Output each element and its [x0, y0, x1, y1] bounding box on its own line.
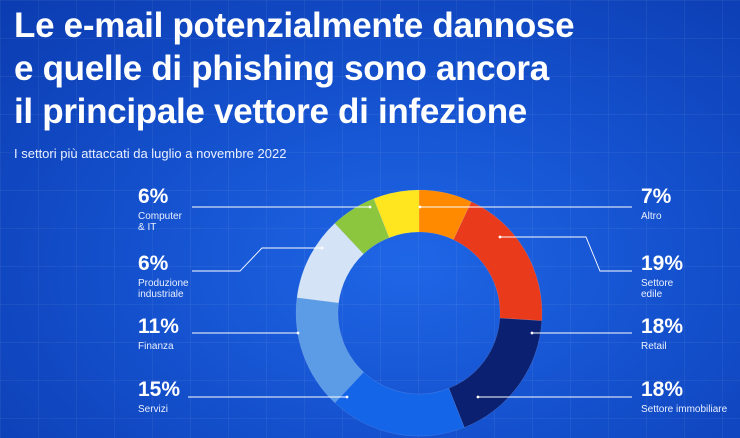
slice-category-label: Retail — [641, 341, 683, 352]
slice-name-line: Finanza — [138, 341, 174, 352]
donut-slice-settore-immobiliare — [334, 371, 465, 437]
slice-name-line: Altro — [641, 211, 662, 222]
donut-slice-retail — [448, 317, 543, 428]
donut-slice-settore-edile — [453, 201, 543, 322]
leader-lines — [188, 205, 632, 399]
slice-label-altro: 7% Altro — [641, 185, 672, 223]
title-line-2: e quelle di phishing sono ancora — [14, 49, 549, 88]
leader-dot-produzione-industriale — [320, 246, 324, 250]
slice-value-label: 11% — [138, 315, 179, 338]
slice-value-label: 18% — [641, 378, 684, 401]
slice-name-line: Settore immobiliare — [641, 404, 728, 415]
slice-category-label: Computer & IT — [138, 211, 182, 233]
slice-category-label: Altro — [641, 211, 671, 222]
slice-category-label: Finanza — [138, 341, 179, 352]
title-line-1: Le e-mail potenzialmente dannose — [14, 6, 575, 45]
title-line-3: il principale vettore di infezione — [14, 92, 527, 131]
slice-name-line: Computer — [138, 211, 182, 222]
slice-value-label: 6% — [138, 185, 169, 208]
slice-value-label: 19% — [641, 252, 684, 275]
leader-line-settore-edile — [500, 236, 632, 272]
slice-name-line: Servizi — [138, 404, 169, 415]
slice-value-label: 6% — [138, 252, 169, 275]
slice-name-line: Produzione — [138, 278, 189, 289]
slice-name-line: Settore — [641, 278, 674, 289]
slice-label-produzione-industriale: 6% Produzione industriale — [138, 252, 189, 301]
slice-label-settore-immobiliare: 18% Settore immobiliare — [641, 378, 727, 416]
slice-label-finanza: 11% Finanza — [138, 315, 179, 353]
slice-name-line: industriale — [138, 289, 184, 300]
slice-name-line: edile — [641, 289, 663, 300]
slice-category-label: Servizi — [138, 404, 180, 415]
slice-label-servizi: 15% Servizi — [138, 378, 181, 416]
leader-dot-settore-immobiliare — [476, 395, 480, 399]
leader-dot-finanza — [296, 331, 300, 335]
leader-dot-settore-edile — [498, 235, 502, 239]
slice-category-label: Settore edile — [641, 278, 683, 300]
chart-subtitle: I settori più attaccati da luglio a nove… — [14, 146, 287, 161]
donut-slice-computer-it — [373, 189, 420, 239]
slice-name-line: Retail — [641, 341, 667, 352]
leader-dot-retail — [530, 331, 534, 335]
slice-value-label: 7% — [641, 185, 672, 208]
page-title: Le e-mail potenzialmente dannose e quell… — [14, 4, 734, 133]
donut-slices — [295, 189, 543, 437]
slice-category-label: Produzione industriale — [138, 278, 189, 300]
slice-category-label: Settore immobiliare — [641, 404, 727, 415]
slice-label-retail: 18% Retail — [641, 315, 684, 353]
slice-name-line: & IT — [138, 222, 157, 233]
donut-slice-altro — [418, 189, 472, 241]
leader-line-produzione-industriale — [192, 247, 322, 272]
slice-label-settore-edile: 19% Settore edile — [641, 252, 684, 301]
slice-label-computer-it: 6% Computer & IT — [138, 185, 182, 234]
leader-dot-altro — [418, 205, 422, 209]
leader-dot-computer-it — [368, 205, 372, 209]
slice-value-label: 15% — [138, 378, 181, 401]
leader-dot-servizi — [345, 395, 349, 399]
slice-value-label: 18% — [641, 315, 684, 338]
